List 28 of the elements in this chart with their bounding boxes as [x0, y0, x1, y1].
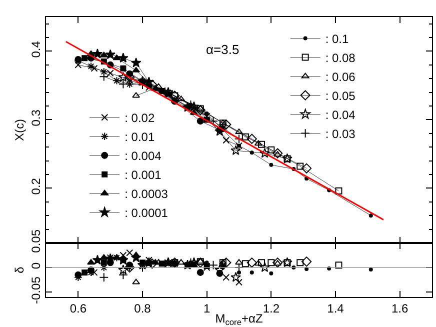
legend-label: : 0.1 — [325, 32, 349, 46]
x-tick-label: 1 — [203, 302, 210, 316]
y-tick-label: 0.05 — [29, 229, 44, 253]
y-tick-label: 0.4 — [29, 40, 44, 58]
y-tick-label: 0 — [29, 262, 44, 270]
legend-label: : 0.01 — [124, 130, 155, 144]
legend-label: : 0.06 — [325, 70, 356, 84]
legend-label: : 0.0001 — [124, 206, 168, 220]
annotation: α=3.5 — [206, 42, 240, 57]
legend-label: : 0.004 — [124, 149, 162, 164]
y-tick-label: 0.3 — [29, 109, 44, 126]
legend-label: : 0.08 — [325, 50, 356, 65]
x-axis-title: M$_{core}$+αZ — [215, 311, 263, 327]
x-tick-label: 1.6 — [391, 302, 408, 316]
x-tick-label: 1.4 — [327, 302, 344, 316]
legend-label: : 0.0003 — [124, 187, 168, 202]
y-axis-title: δ — [12, 266, 26, 274]
x-tick-label: 0.6 — [70, 302, 87, 316]
y-tick-label: -0.05 — [29, 276, 44, 304]
y-tick-label: 0.2 — [29, 178, 44, 195]
legend-label: : 0.04 — [325, 108, 356, 122]
legend-label: : 0.001 — [124, 168, 162, 182]
legend-label: : 0.03 — [325, 126, 356, 141]
x-tick-label: 1.2 — [262, 302, 280, 316]
legend-label: : 0.02 — [124, 111, 155, 126]
y-axis-title: X(c) — [12, 118, 26, 141]
x-tick-label: 0.8 — [134, 302, 152, 316]
legend-label: : 0.05 — [325, 88, 356, 103]
